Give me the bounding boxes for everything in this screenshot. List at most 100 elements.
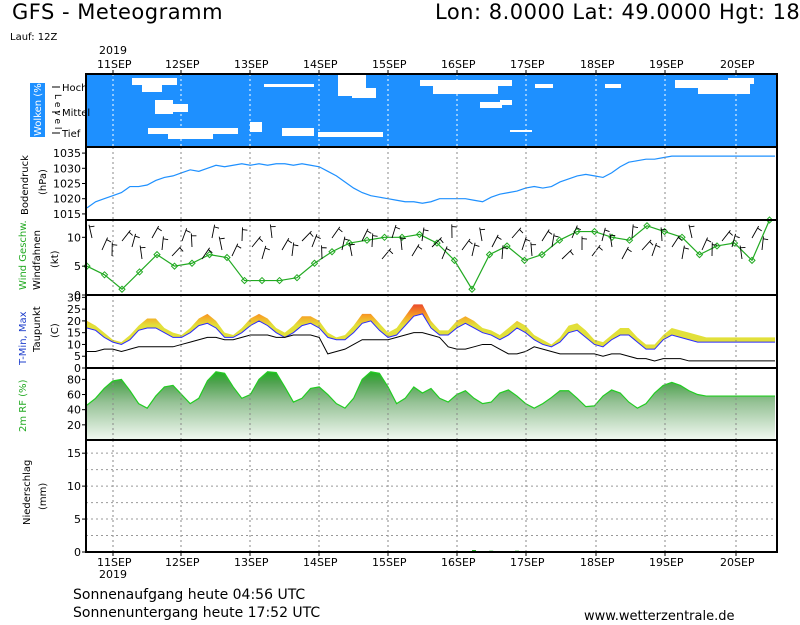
wind-speed-marker: [293, 273, 301, 282]
y-tick-label: 25: [67, 303, 81, 316]
day-label-bottom: 12SEP: [165, 556, 200, 569]
wind-speed-marker: [118, 285, 126, 293]
wind-barb: [190, 233, 197, 248]
cloud-patch: [264, 84, 314, 87]
wind-barb: [681, 245, 689, 260]
cloud-patch: [728, 78, 754, 84]
pressure-panel-frame: [85, 146, 778, 221]
wind-barb: [609, 233, 616, 248]
y-tick-label: 15: [67, 327, 81, 340]
wind-barb: [541, 229, 553, 242]
wind-speed-marker: [310, 259, 319, 267]
wind-unit: (kt): [50, 250, 61, 268]
cloud-patch: [433, 84, 498, 94]
wind-barb: [151, 225, 162, 239]
wind-speed-marker: [748, 256, 756, 265]
day-label-bottom: 17SEP: [510, 556, 545, 569]
wind-barb: [451, 224, 457, 239]
wind-barb: [688, 224, 695, 239]
cloud-patch: [168, 130, 213, 139]
humidity-line: [86, 371, 775, 409]
wind-barb: [218, 236, 225, 251]
wind-speed-marker: [328, 248, 336, 256]
y-tick-label: 20: [67, 419, 81, 432]
wind-barb: [231, 243, 242, 257]
y-tick-label: 60: [67, 389, 81, 402]
y-tick-label: 5: [74, 350, 81, 363]
wind-speed-marker: [555, 236, 564, 244]
day-label-top: 13SEP: [234, 58, 269, 71]
cloud-patch: [500, 100, 512, 105]
wind-barb: [421, 227, 429, 242]
wind-barb: [261, 245, 271, 260]
pressure-unit: (hPa): [38, 169, 49, 195]
sunset-text: Sonnenuntergang heute 17:52 UTC: [73, 605, 321, 621]
cloud-patch: [168, 104, 188, 112]
wind-barb: [161, 236, 169, 251]
temperature-band: [87, 304, 775, 350]
temperature-unit: (C): [50, 323, 61, 338]
precipitation-ylabel: Niederschlag: [22, 460, 33, 525]
cloud-patch: [420, 80, 512, 86]
day-label-top: 19SEP: [649, 58, 684, 71]
day-label-bottom: 13SEP: [234, 556, 269, 569]
wind-barb: [391, 224, 401, 239]
wind-speed-marker: [153, 250, 161, 259]
wind-barb: [331, 226, 343, 239]
y-tick-label: 30: [67, 291, 81, 304]
cloud-patch: [132, 78, 177, 85]
cloud-patch: [142, 84, 162, 92]
wind-panel-frame: [85, 219, 778, 296]
y-tick-label: 1025: [53, 178, 81, 191]
y-tick-label: 0: [74, 289, 81, 302]
wind-speed-marker: [625, 236, 634, 244]
wind-barb: [251, 236, 264, 248]
humidity-ylabel: 2m RF (%): [18, 379, 29, 432]
wind-barb: [341, 236, 350, 251]
temperature-ylabel: T-Min, Max: [18, 311, 29, 366]
location-coordinates: Lon: 8.0000 Lat: 49.0000 Hgt: 18: [435, 0, 800, 24]
wind-barb: [311, 234, 321, 248]
wind-barb-ylabel: Windfahnen: [32, 230, 43, 290]
wind-speed-marker: [590, 227, 599, 236]
wind-barb: [591, 244, 603, 257]
wind-barb: [631, 224, 639, 239]
wind-speed-marker: [538, 250, 546, 259]
wind-speed-marker: [520, 256, 529, 265]
wind-speed-marker: [135, 268, 144, 276]
wind-barb: [301, 230, 314, 242]
wind-barb: [761, 236, 769, 251]
humidity-area: [87, 371, 775, 440]
cloud-patch: [282, 128, 314, 136]
day-label-top: 16SEP: [441, 58, 476, 71]
wind-barb: [530, 242, 537, 257]
y-tick-label: 0: [74, 546, 81, 559]
wind-barb: [501, 245, 508, 260]
cloud-patch: [698, 84, 750, 94]
wind-barb: [211, 224, 220, 239]
wind-barb: [660, 227, 667, 242]
wind-barb: [411, 244, 423, 257]
day-label-top: 15SEP: [372, 58, 407, 71]
y-tick-label: 10: [67, 231, 81, 244]
day-label-bottom: 16SEP: [441, 556, 476, 569]
pressure-line: [86, 155, 775, 209]
sunrise-text: Sonnenaufgang heute 04:56 UTC: [73, 587, 306, 603]
wind-speed-ylabel: Wind Geschw.: [18, 220, 29, 290]
cloud-patch: [480, 102, 502, 108]
day-label-bottom: 18SEP: [580, 556, 615, 569]
cloud-ylabel: Wolken (%): [33, 79, 44, 136]
wind-speed-marker: [433, 239, 441, 247]
wind-barb: [171, 245, 184, 257]
wind-barb: [601, 227, 610, 242]
wind-barb: [731, 233, 740, 248]
cloud-level-label: Hoch: [62, 83, 87, 94]
y-tick-label: 10: [67, 480, 81, 493]
wind-barb: [241, 227, 248, 242]
day-label-bottom: 19SEP: [649, 556, 684, 569]
wind-barb: [269, 224, 276, 239]
wind-barb: [281, 238, 293, 251]
source-link[interactable]: www.wetterzentrale.de: [584, 609, 735, 624]
wind-barb: [751, 225, 762, 239]
wind-barb: [461, 238, 473, 251]
